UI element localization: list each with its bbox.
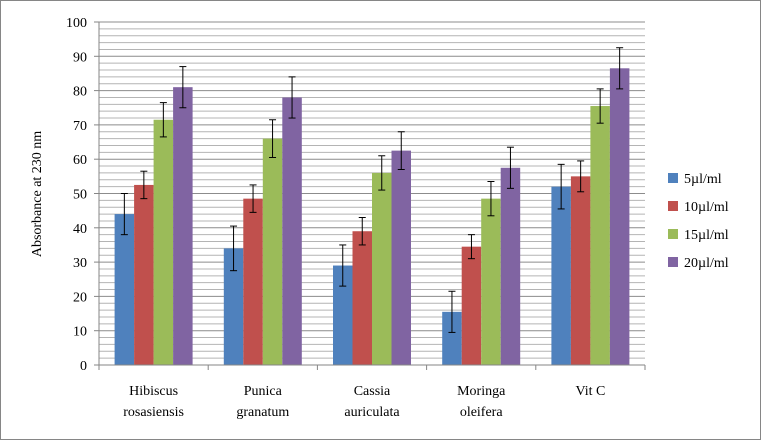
- x-tick-label: Cassia: [354, 384, 391, 399]
- bar: [481, 198, 501, 365]
- bar: [500, 167, 521, 365]
- x-tick-label: Vit C: [575, 384, 605, 399]
- x-tick-labels: Hibiscus rosasiensis Punica granatum Cassia a…: [123, 384, 605, 420]
- x-tick-label: Punica: [244, 384, 283, 399]
- x-tick-label: auriculata: [344, 405, 400, 420]
- bar: [333, 265, 353, 365]
- x-tick-label: Hibiscus: [129, 384, 178, 399]
- bar: [551, 186, 571, 365]
- x-tick-label: granatum: [236, 405, 289, 420]
- bar: [461, 246, 482, 365]
- error-bars: [120, 47, 624, 333]
- y-tick-label: 90: [73, 50, 87, 65]
- x-tick-label: Moringa: [457, 384, 506, 399]
- bar: [391, 150, 411, 365]
- y-tick-labels: 0 10 20 30 40 50 60 70 80 90 100: [66, 16, 87, 374]
- bar: [442, 311, 462, 365]
- bar: [570, 176, 591, 365]
- legend: 5µl/ml 10µl/ml 15µl/ml 20µl/ml: [668, 172, 729, 271]
- y-tick-label: 70: [73, 119, 87, 134]
- y-tick-label: 0: [80, 359, 87, 374]
- legend-label: 15µl/ml: [684, 228, 729, 243]
- y-tick-label: 60: [73, 153, 87, 168]
- bar: [173, 87, 193, 366]
- bar: [153, 119, 174, 365]
- x-tick-label: oleifera: [460, 405, 504, 420]
- x-tick-label: rosasiensis: [123, 405, 184, 420]
- y-tick-label: 80: [73, 85, 87, 100]
- bar: [223, 248, 244, 365]
- bar: [609, 68, 630, 366]
- legend-swatch: [668, 229, 678, 239]
- y-tick-label: 10: [73, 325, 87, 340]
- y-tick-label: 30: [73, 256, 87, 271]
- bar: [262, 138, 283, 365]
- y-axis-label: Absorbance at 230 nm: [30, 131, 45, 257]
- legend-label: 5µl/ml: [684, 172, 722, 187]
- axes: [94, 21, 646, 370]
- bar: [282, 97, 302, 366]
- bar: [114, 214, 135, 365]
- y-tick-label: 100: [66, 16, 87, 31]
- legend-swatch: [668, 173, 678, 183]
- bar: [243, 198, 263, 365]
- legend-swatch: [668, 201, 678, 211]
- bar: [372, 172, 392, 365]
- bar: [134, 184, 154, 365]
- legend-swatch: [668, 257, 678, 267]
- y-tick-label: 40: [73, 222, 87, 237]
- bars: [114, 68, 630, 366]
- legend-label: 20µl/ml: [684, 256, 729, 271]
- bar: [590, 106, 610, 365]
- bar: [352, 231, 372, 365]
- y-tick-label: 50: [73, 188, 87, 203]
- legend-label: 10µl/ml: [684, 200, 729, 215]
- y-tick-label: 20: [73, 290, 87, 305]
